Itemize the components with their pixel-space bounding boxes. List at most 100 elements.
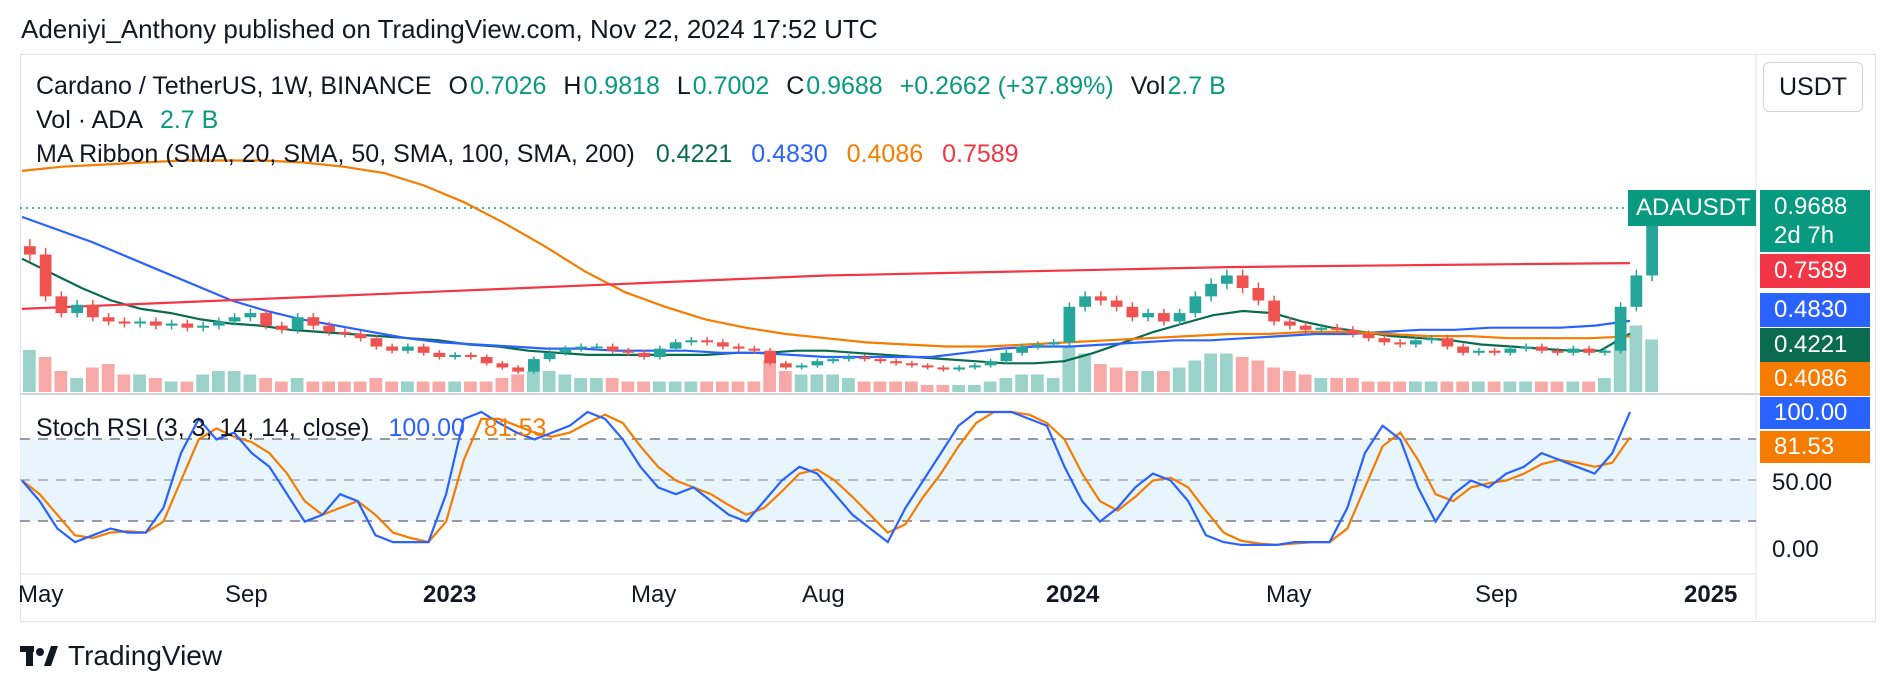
- volume-bar: [1535, 381, 1548, 392]
- candle-body: [244, 313, 257, 318]
- volume-bar: [133, 374, 146, 392]
- candle-body: [1205, 283, 1217, 297]
- ma100-value: 0.4086: [846, 140, 924, 168]
- candle-body: [921, 365, 934, 368]
- candle: [118, 317, 131, 328]
- candle: [543, 350, 556, 362]
- candle: [795, 363, 808, 370]
- candle-body: [55, 296, 68, 314]
- candle-body: [1614, 306, 1627, 351]
- candle: [496, 360, 509, 370]
- stoch-lines: [21, 410, 1632, 547]
- candle: [606, 343, 619, 354]
- volume-bar: [1456, 381, 1469, 392]
- volume-bar: [495, 378, 509, 392]
- candle: [638, 350, 650, 360]
- candle-body: [874, 359, 887, 362]
- candle: [1504, 345, 1517, 356]
- candle: [1378, 334, 1391, 346]
- open-value: 0.7026: [469, 72, 547, 100]
- volume-bar: [401, 381, 414, 392]
- candles: [24, 211, 1658, 374]
- candle: [559, 345, 572, 356]
- candle-body: [827, 359, 839, 362]
- candle: [969, 363, 981, 370]
- volume-bar: [227, 371, 241, 392]
- stoch-k-value: 100.00: [388, 414, 465, 442]
- candle-body: [134, 321, 146, 324]
- volume-bar: [700, 381, 713, 392]
- volume-bar: [936, 385, 950, 392]
- volume-bar: [1361, 381, 1375, 392]
- candle-body: [354, 334, 367, 339]
- candle: [1284, 317, 1296, 330]
- candle-body: [150, 321, 162, 326]
- tick-may-2024: May: [1266, 581, 1311, 608]
- candle-body: [71, 304, 83, 314]
- candle: [512, 365, 524, 374]
- volume-bar: [810, 374, 824, 392]
- candle-body: [1221, 275, 1233, 284]
- candle-body: [559, 348, 572, 353]
- candle: [71, 300, 83, 318]
- volume-bar: [448, 381, 461, 392]
- chart-frame[interactable]: [20, 54, 1876, 622]
- candle-body: [1158, 313, 1170, 322]
- candle-body: [181, 323, 194, 328]
- candle: [591, 343, 603, 350]
- volume-bar: [1440, 381, 1454, 392]
- volume-bar: [842, 378, 855, 392]
- footer-brand[interactable]: TradingView: [68, 640, 223, 671]
- candle: [575, 343, 587, 352]
- candle-body: [528, 359, 540, 372]
- candle-body: [685, 340, 698, 343]
- volume-bar: [38, 357, 52, 392]
- candle-body: [654, 348, 666, 357]
- candle: [843, 354, 855, 362]
- candle-body: [780, 363, 792, 368]
- candle: [480, 354, 493, 366]
- volume-bar: [432, 381, 446, 392]
- candle-body: [1189, 296, 1202, 314]
- candle: [134, 317, 146, 328]
- volume-bar: [1172, 367, 1186, 392]
- ma-legend: MA Ribbon (SMA, 20, SMA, 50, SMA, 100, S…: [36, 140, 1021, 169]
- price-legend: Cardano / TetherUS, 1W, BINANCE O0.7026 …: [36, 72, 1228, 101]
- volume-bar: [1157, 371, 1170, 392]
- vol-line-label[interactable]: Vol · ADA: [36, 106, 143, 134]
- candle: [1221, 269, 1233, 290]
- symbol-name[interactable]: Cardano / TetherUS, 1W, BINANCE: [36, 72, 432, 100]
- volume-bar: [54, 371, 68, 392]
- candle-body: [512, 367, 524, 372]
- ma100-tag: 0.4086: [1760, 362, 1870, 396]
- currency-button[interactable]: USDT: [1763, 62, 1863, 112]
- volume-bar: [1031, 374, 1044, 392]
- volume-bar: [999, 378, 1013, 392]
- candle: [465, 352, 477, 360]
- change-value: +0.2662 (+37.89%): [899, 72, 1114, 100]
- volume-bar: [1298, 374, 1312, 392]
- candle-body: [339, 331, 351, 334]
- stoch-label[interactable]: Stoch RSI (3, 3, 14, 14, close): [36, 414, 370, 442]
- vol-line-value: 2.7 B: [159, 106, 219, 134]
- ma20-tag: 0.4221: [1760, 328, 1870, 362]
- candle: [307, 313, 320, 330]
- candle: [1110, 295, 1123, 312]
- volume-bar: [23, 350, 36, 392]
- candle: [669, 339, 682, 352]
- volume-bar: [1204, 353, 1217, 392]
- volume-bar: [920, 385, 934, 392]
- candle-body: [1630, 275, 1643, 307]
- candle: [1095, 291, 1107, 306]
- volume-bar: [1094, 364, 1107, 392]
- volume-bar: [1251, 360, 1265, 392]
- candle-body: [575, 346, 587, 349]
- ma-label[interactable]: MA Ribbon (SMA, 20, SMA, 50, SMA, 100, S…: [36, 140, 635, 168]
- tick-sep-2022: Sep: [225, 581, 268, 608]
- candle: [1536, 343, 1548, 354]
- volume-bar: [1078, 353, 1091, 392]
- tradingview-logo-icon[interactable]: [20, 644, 60, 668]
- candle-body: [433, 352, 446, 357]
- candle: [197, 321, 209, 332]
